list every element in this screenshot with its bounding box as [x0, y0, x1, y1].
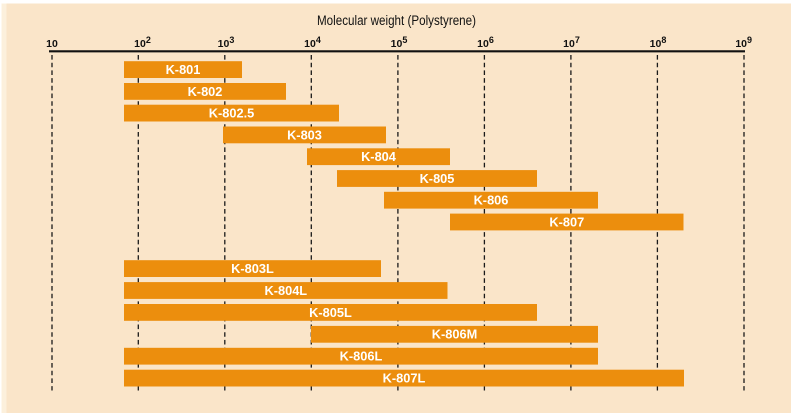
svg-text:K-803L: K-803L	[231, 261, 274, 276]
svg-text:K-806L: K-806L	[340, 349, 383, 364]
svg-text:K-806: K-806	[474, 193, 509, 208]
svg-text:K-802.5: K-802.5	[209, 106, 255, 121]
svg-text:K-801: K-801	[166, 62, 201, 77]
svg-text:Molecular weight (Polystyrene): Molecular weight (Polystyrene)	[317, 13, 476, 28]
svg-text:K-803: K-803	[287, 127, 322, 142]
svg-text:K-807L: K-807L	[383, 371, 426, 386]
svg-text:10: 10	[46, 38, 58, 50]
svg-text:K-807: K-807	[549, 214, 584, 229]
svg-text:K-805: K-805	[420, 171, 455, 186]
svg-text:K-802: K-802	[188, 84, 223, 99]
svg-text:K-805L: K-805L	[309, 305, 352, 320]
svg-text:K-806M: K-806M	[432, 327, 478, 342]
svg-text:K-804L: K-804L	[264, 283, 307, 298]
svg-text:K-804: K-804	[361, 149, 397, 164]
